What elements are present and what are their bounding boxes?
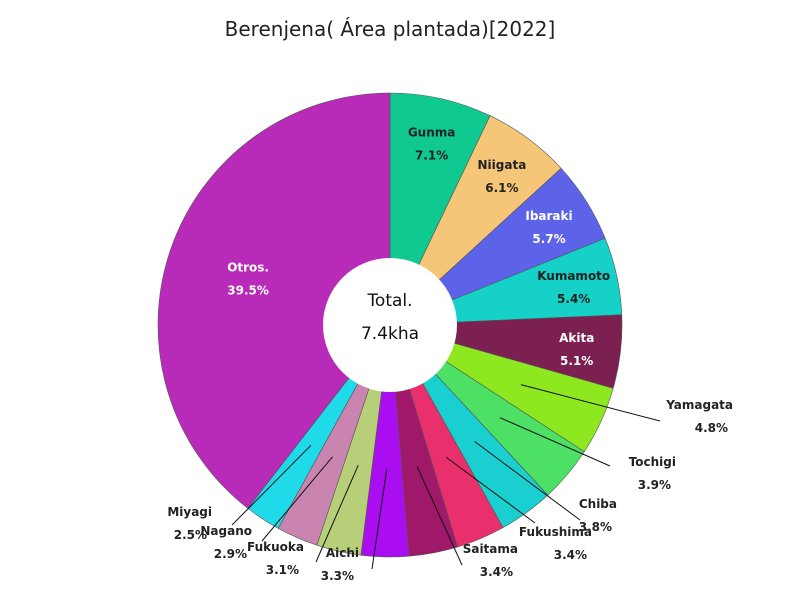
leader-line-chiba (474, 440, 581, 521)
slice-value-yamagata: 4.8% (695, 421, 728, 435)
slice-value-aichi: 3.3% (321, 569, 354, 583)
leader-line-miyagi (231, 444, 312, 526)
slice-label-niigata: Niigata (478, 158, 527, 172)
slice-value-fukuoka: 3.1% (266, 563, 299, 577)
slice-label-otros: Otros. (227, 260, 269, 274)
slice-value-niigata: 6.1% (485, 181, 518, 195)
center-total-label: Total. (366, 291, 412, 311)
slice-value-kumamoto: 5.4% (557, 292, 590, 306)
leader-line-fukushima (446, 456, 536, 524)
slice-value-fukushima: 3.4% (554, 548, 587, 562)
slice-label-ibaraki: Ibaraki (525, 209, 572, 223)
slice-label-kumamoto: Kumamoto (537, 269, 610, 283)
slice-label-miyagi: Miyagi (167, 505, 212, 519)
slice-value-tochigi: 3.9% (638, 478, 671, 492)
leader-line-tochigi (499, 417, 611, 467)
slice-value-nagano: 2.9% (214, 547, 247, 561)
slice-label-nagano: Nagano (200, 524, 252, 538)
chart-title: Berenjena( Área plantada)[2022] (225, 17, 556, 41)
leader-line-yamagata (520, 384, 661, 422)
slice-value-otros: 39.5% (227, 283, 269, 297)
leader-line-fukuoka (315, 465, 359, 563)
slice-value-saitama: 3.4% (480, 565, 513, 579)
slice-label-fukuoka: Fukuoka (247, 540, 304, 554)
slice-labels-layer: Gunma 7.1% Niigata 6.1% Ibaraki 5.7% Kumamoto 5… (167, 126, 733, 583)
donut-hole (323, 258, 457, 392)
slice-label-gunma: Gunma (408, 126, 456, 140)
slice-otros[interactable] (157, 92, 391, 509)
slice-label-aichi: Aichi (326, 546, 359, 560)
slice-value-chiba: 3.8% (579, 520, 612, 534)
leader-line-aichi (371, 468, 388, 570)
leader-lines-layer (231, 384, 661, 570)
slice-value-ibaraki: 5.7% (532, 232, 565, 246)
slice-label-saitama: Saitama (463, 542, 518, 556)
slice-label-chiba: Chiba (579, 497, 617, 511)
leader-line-nagano (261, 456, 333, 542)
slice-label-fukushima: Fukushima (519, 525, 592, 539)
slice-label-yamagata: Yamagata (665, 398, 733, 412)
slice-label-tochigi: Tochigi (629, 455, 676, 469)
slice-value-akita: 5.1% (560, 354, 593, 368)
slice-value-gunma: 7.1% (415, 149, 448, 163)
center-total-value: 7.4kha (361, 324, 419, 344)
slice-value-miyagi: 2.5% (174, 528, 207, 542)
slice-label-akita: Akita (559, 331, 594, 345)
leader-line-saitama (416, 466, 463, 566)
